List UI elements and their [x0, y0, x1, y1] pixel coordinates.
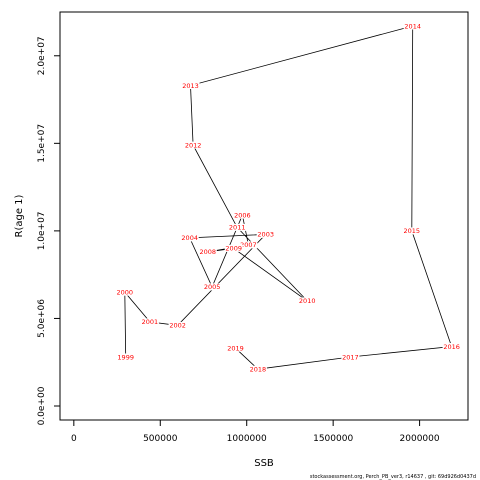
year-label-2005: 2005: [204, 283, 221, 291]
year-label-background: [403, 22, 422, 30]
year-label-2012: 2012: [185, 141, 202, 149]
x-axis-tick-label: 1500000: [313, 434, 353, 444]
year-label-background: [233, 211, 252, 219]
year-label-2002: 2002: [169, 322, 186, 330]
x-axis-tick-label: 2000000: [400, 434, 440, 444]
axes: 0 500000 1000000 1500000 2000000 0.0e+00 5.0e+…: [37, 11, 469, 444]
year-label-background: [168, 321, 187, 329]
year-label-2016: 2016: [443, 343, 460, 351]
x-axis-tick-label: 0: [71, 434, 77, 444]
year-label-background: [248, 365, 267, 373]
year-label-2004: 2004: [181, 234, 198, 242]
y-axis-tick-label: 1.5e+07: [37, 124, 47, 163]
year-label-2000: 2000: [117, 289, 134, 297]
year-label-2010: 2010: [299, 297, 316, 305]
year-label-2006: 2006: [234, 211, 251, 219]
year-label-background: [239, 241, 258, 249]
year-label-2017: 2017: [342, 353, 359, 361]
year-label-background: [181, 82, 200, 89]
year-label-2001: 2001: [142, 318, 159, 326]
year-label-background: [116, 353, 135, 361]
year-label-2014: 2014: [404, 22, 421, 30]
year-labels: 1999 2000 2001 2002 2003 2004 2005 2006 2007 2008…: [115, 22, 461, 374]
y-axis-tick-label: 1.0e+07: [37, 211, 47, 250]
year-label-background: [203, 283, 222, 291]
year-label-background: [442, 343, 461, 350]
year-label-background: [198, 248, 217, 256]
year-label-background: [140, 318, 159, 326]
y-axis-tick-label: 0.0e+00: [37, 386, 47, 425]
year-label-2009: 2009: [225, 245, 242, 253]
year-label-background: [184, 141, 203, 149]
y-axis-tick-label: 2.0e+07: [37, 36, 47, 75]
year-label-background: [341, 353, 360, 361]
x-axis-title: SSB: [254, 458, 274, 469]
year-label-background: [228, 223, 247, 231]
year-label-2011: 2011: [229, 224, 246, 232]
year-label-background: [180, 234, 199, 242]
year-label-1999: 1999: [117, 353, 134, 361]
y-axis-title: R(age 1): [14, 194, 25, 237]
year-label-2015: 2015: [404, 227, 421, 235]
year-label-background: [298, 297, 317, 305]
year-label-2003: 2003: [257, 231, 274, 239]
y-axis-tick-label: 5.0e+06: [37, 299, 47, 338]
year-label-2013: 2013: [182, 82, 199, 90]
x-axis-tick-label: 1000000: [227, 434, 267, 444]
x-axis-tick-label: 500000: [143, 434, 178, 444]
year-label-2018: 2018: [250, 366, 267, 374]
year-label-background: [226, 344, 245, 352]
footer-credit: stockassessment.org, Perch_PB_ver3, r146…: [310, 474, 476, 480]
year-label-background: [224, 244, 243, 252]
year-label-background: [256, 230, 275, 238]
year-label-2019: 2019: [227, 345, 244, 353]
year-label-background: [115, 288, 134, 296]
year-label-2007: 2007: [240, 241, 257, 249]
year-label-2008: 2008: [200, 248, 217, 256]
year-label-background: [402, 227, 421, 235]
